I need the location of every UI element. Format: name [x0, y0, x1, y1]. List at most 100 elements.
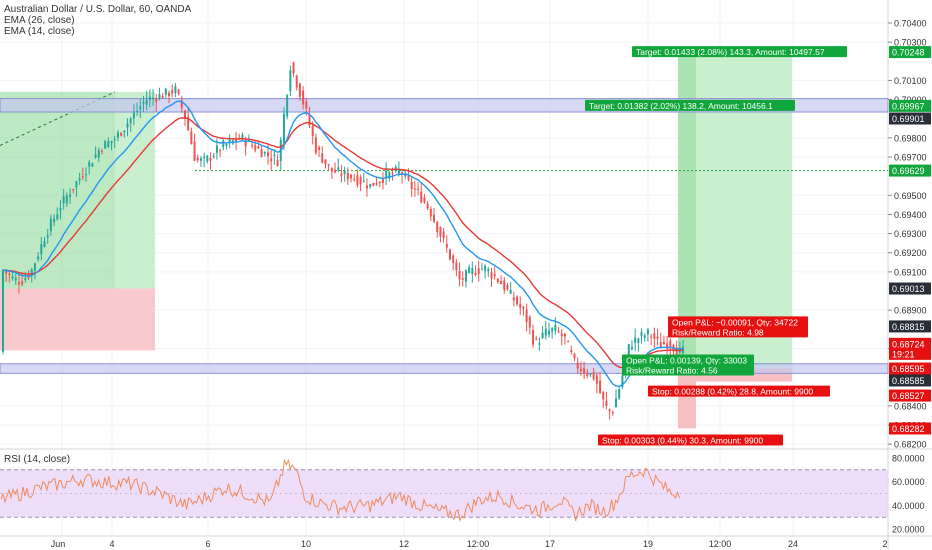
candle-body: [174, 86, 177, 94]
candle-body: [88, 162, 91, 167]
candle-body: [500, 280, 503, 285]
candle-body: [37, 256, 40, 260]
candle-body: [215, 145, 218, 153]
candle-body: [126, 123, 129, 128]
rsi-legend[interactable]: RSI (14, close): [4, 454, 71, 465]
candle-body: [321, 153, 324, 163]
candle-body: [62, 195, 65, 204]
callout-text: Risk/Reward Ratio: 4.98: [672, 327, 764, 337]
candle-body: [168, 92, 171, 97]
candle-body: [512, 297, 515, 301]
candle-body: [177, 89, 180, 95]
candle-body: [410, 182, 413, 190]
candle-body: [203, 156, 206, 159]
candle-body: [49, 218, 52, 232]
candle-body: [254, 145, 257, 151]
price-tag: 0.70248: [892, 48, 925, 58]
candle-body: [458, 271, 461, 280]
candle-body: [477, 268, 480, 274]
candle-body: [94, 154, 97, 158]
candle-body: [621, 375, 624, 388]
candle-body: [516, 296, 519, 305]
price-tag: 0.68282: [892, 424, 925, 434]
candle-body: [586, 372, 589, 376]
callout-bg: [585, 99, 795, 111]
y-tick-label: 0.68200: [894, 440, 927, 450]
candle-body: [196, 157, 199, 161]
candle-body: [455, 262, 458, 271]
candle-body: [56, 214, 59, 220]
candle-body: [314, 137, 317, 153]
candle-body: [190, 131, 193, 145]
callout-bg: [622, 364, 754, 376]
candle-body: [183, 110, 186, 119]
symbol-title: Australian Dollar / U.S. Dollar, 60, OAN…: [4, 4, 192, 15]
candle-body: [164, 88, 167, 95]
callout-bg: [668, 326, 808, 338]
y-tick-label: 0.69500: [894, 191, 927, 201]
candle-body: [78, 178, 81, 181]
candle-body: [129, 118, 132, 124]
candle-body: [330, 167, 333, 172]
candle-body: [152, 97, 155, 99]
candle-body: [142, 101, 145, 104]
callout-bg: [648, 385, 830, 397]
candle-body: [653, 333, 656, 339]
candle-body: [589, 373, 592, 375]
candle-body: [426, 203, 429, 209]
candle-body: [634, 337, 637, 343]
candle-body: [289, 70, 292, 91]
long-target-zone-1: [0, 91, 115, 289]
candle-body: [350, 174, 353, 179]
candle-body: [85, 174, 88, 176]
candle-body: [563, 333, 566, 337]
callout-text: Target: 0.01382 (2.02%) 138.2, Amount: 1…: [589, 101, 773, 111]
price-tag-bg: [889, 347, 931, 360]
candle-body: [528, 317, 531, 328]
candle-body: [413, 188, 416, 190]
candle-body: [506, 284, 509, 290]
candle-body: [675, 347, 678, 356]
candle-body: [442, 231, 445, 238]
price-tag-bg: [889, 389, 931, 402]
candle-body: [324, 159, 327, 165]
candle-body: [298, 83, 301, 97]
candle-body: [292, 62, 295, 74]
candle-body: [104, 141, 107, 149]
candle-body: [397, 168, 400, 174]
callout-text: Risk/Reward Ratio: 4.56: [626, 366, 718, 376]
candle-body: [605, 400, 608, 406]
ema-lines: [2, 100, 684, 388]
candle-body: [11, 276, 14, 279]
candle-body: [136, 111, 139, 113]
candle-body: [72, 189, 75, 191]
candle-body: [241, 134, 244, 140]
ema26-legend[interactable]: EMA (26, close): [4, 15, 75, 26]
y-tick-label: 0.70400: [894, 18, 927, 28]
y-tick-label: 0.69200: [894, 248, 927, 258]
price-tag: 0.69967: [892, 101, 925, 111]
x-tick-label: 4: [109, 539, 114, 549]
price-tag-bg: [889, 282, 931, 295]
candle-body: [247, 139, 250, 141]
candle-body: [273, 154, 276, 156]
candle-body: [334, 169, 337, 173]
long-target-zone-2: [678, 52, 696, 369]
candle-body: [496, 278, 499, 283]
candle-body: [123, 130, 126, 133]
x-tick-label: 12: [399, 539, 409, 549]
candle-body: [145, 99, 148, 105]
candle-body: [576, 362, 579, 369]
candle-body: [257, 146, 260, 149]
candle-body: [318, 147, 321, 151]
callout-text: Open P&L: −0.00091, Qty: 34722: [672, 317, 798, 327]
y-tick-label: 0.68900: [894, 306, 927, 316]
candle-body: [340, 173, 343, 176]
ema14-legend[interactable]: EMA (14, close): [4, 26, 75, 37]
candle-body: [381, 179, 384, 183]
time-axis: Jun 4 6 10 12 12:00 17 19 12:00 24 2: [51, 539, 888, 549]
candle-body: [659, 342, 662, 348]
candle-body: [646, 329, 649, 335]
candle-body: [551, 327, 554, 332]
candle-body: [244, 139, 247, 147]
